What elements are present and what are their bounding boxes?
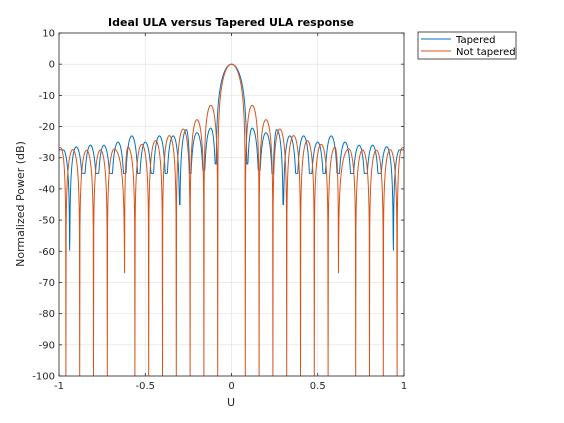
y-tick-label: -20 bbox=[39, 122, 55, 133]
y-tick-label: -60 bbox=[39, 247, 55, 258]
y-tick-label: -40 bbox=[39, 184, 55, 195]
legend-label-not-tapered: Not tapered bbox=[456, 47, 516, 58]
y-tick-label: 10 bbox=[42, 29, 55, 40]
x-axis-label: U bbox=[227, 396, 235, 409]
y-axis-label: Normalized Power (dB) bbox=[14, 141, 27, 267]
x-tick-label: 0.5 bbox=[310, 381, 326, 392]
legend[interactable]: Tapered Not tapered bbox=[417, 31, 517, 60]
legend-box bbox=[417, 31, 517, 60]
chart-title: Ideal ULA versus Tapered ULA response bbox=[108, 16, 354, 29]
y-tick-label: -10 bbox=[39, 91, 55, 102]
x-tick-label: 1 bbox=[401, 381, 407, 392]
x-tick-label: -1 bbox=[54, 381, 64, 392]
legend-label-tapered: Tapered bbox=[455, 35, 495, 46]
series-line-not-tapered bbox=[59, 63, 404, 376]
x-tick-label: -0.5 bbox=[135, 381, 155, 392]
y-tick-label: -80 bbox=[39, 309, 55, 320]
series-group bbox=[59, 63, 404, 376]
y-tick-label: -70 bbox=[39, 278, 55, 289]
y-tick-label: -100 bbox=[32, 372, 55, 383]
tick-labels: -1 -0.5 0 0.5 1 10 0 -10 -20 -30 -40 -50 -60 -70 -80 -9… bbox=[32, 29, 407, 393]
y-tick-label: -90 bbox=[39, 340, 55, 351]
x-tick-label: 0 bbox=[228, 381, 234, 392]
y-tick-label: -30 bbox=[39, 153, 55, 164]
y-tick-label: -50 bbox=[39, 216, 55, 227]
y-tick-label: 0 bbox=[49, 60, 55, 71]
tick-marks bbox=[58, 32, 405, 377]
